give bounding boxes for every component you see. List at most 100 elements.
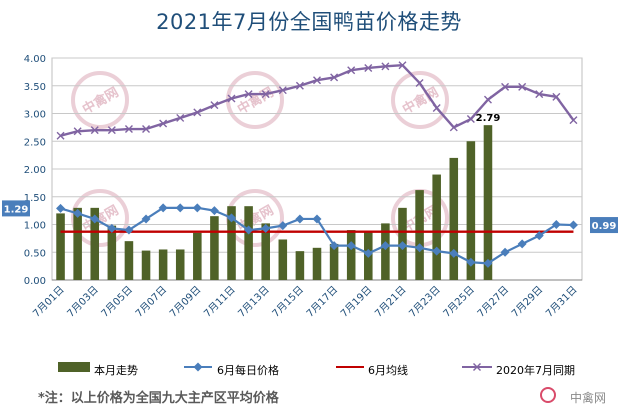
series-point-x [432, 103, 441, 112]
bar [141, 250, 151, 280]
series-point-diamond [175, 203, 185, 213]
bar [346, 230, 356, 280]
y-tick-label: 4.00 [24, 54, 46, 65]
series-point-x [210, 101, 219, 110]
series-point-x [56, 131, 65, 140]
series-point-x [124, 125, 133, 134]
y-tick-label: 0.50 [24, 248, 46, 259]
series-point-x-stroke [415, 78, 424, 87]
series-point-diamond [312, 214, 322, 224]
series-point-x [313, 76, 321, 85]
legend-label: 6月均线 [368, 364, 408, 377]
bar [124, 241, 134, 280]
bar [193, 232, 202, 280]
watermark-logo-text: 中禽网 [235, 84, 277, 117]
series-point-x [449, 123, 458, 132]
series-point-x [466, 115, 475, 124]
watermark-logo [391, 71, 449, 129]
series-point-x-stroke [90, 126, 99, 135]
series-point-diamond [141, 214, 151, 224]
annotation-box [590, 217, 618, 234]
bar [107, 225, 117, 280]
series-point-diamond [517, 239, 527, 249]
bar [295, 251, 305, 280]
x-tick-label: 7月11日 [202, 284, 238, 320]
series-point-diamond [483, 258, 493, 268]
series-point-x-stroke [313, 76, 321, 85]
x-tick-label: 7月25日 [441, 284, 477, 320]
series-point-diamond [192, 203, 202, 213]
x-tick-label: 7月17日 [304, 284, 340, 320]
series-point-diamond [124, 225, 134, 235]
annotation-label: 2.79 [476, 113, 501, 124]
series-point-x-stroke [193, 108, 202, 117]
bar [278, 239, 288, 280]
bar [90, 207, 100, 280]
watermark-logo-text: 中禽网 [80, 84, 122, 117]
series-point-x [381, 62, 390, 71]
legend-item-june-average: 6月均线 [368, 362, 408, 378]
x-tick-label: 7月05日 [99, 284, 135, 320]
bar [210, 216, 219, 280]
series-point-x [501, 82, 510, 91]
series-point-x-stroke [449, 123, 458, 132]
series-point-x [364, 63, 373, 72]
series-point-x [295, 81, 304, 90]
series-point-diamond [295, 214, 305, 224]
series-point-x-stroke [569, 116, 578, 125]
series-point-x [483, 95, 492, 104]
footnote: *注：以上价格为全国九大主产区平均价格 [38, 391, 279, 406]
bar [415, 190, 424, 280]
legend-label: 6月每日价格 [217, 364, 279, 377]
series-point-x [176, 113, 185, 122]
y-tick-label: 3.00 [24, 110, 46, 121]
series-point-x-stroke [535, 90, 544, 99]
series-point-x [569, 116, 578, 125]
chart-title: 2021年7月份全国鸭苗价格走势 [156, 10, 462, 34]
series-point-diamond [415, 243, 425, 253]
series-point-x-stroke [552, 92, 561, 101]
series-point-diamond [261, 223, 271, 233]
series-point-x-stroke [432, 103, 441, 112]
bar [466, 141, 476, 280]
series-point-x [159, 119, 168, 128]
watermark-logo [71, 71, 129, 129]
series-point-diamond [534, 231, 544, 241]
bar [432, 174, 441, 280]
series-point-x-stroke [73, 127, 82, 136]
series-point-x-stroke [483, 95, 492, 104]
y-tick-label: 0.00 [24, 276, 46, 287]
series-point-x [330, 73, 339, 82]
x-tick-label: 7月07日 [133, 284, 169, 320]
series-point-x [227, 94, 236, 103]
series-line [60, 64, 575, 137]
x-tick-label: 7月01日 [31, 284, 67, 320]
y-tick-label: 1.50 [24, 193, 46, 204]
bar [227, 206, 236, 280]
series-point-diamond [380, 241, 390, 251]
series-point-diamond [432, 246, 442, 256]
annotation-label: 0.99 [592, 221, 617, 232]
source-logo: 中禽网 [569, 391, 606, 405]
series-point-x-stroke [398, 61, 407, 70]
y-tick-label: 1.00 [24, 221, 46, 232]
series-point-diamond [278, 221, 288, 231]
series-point-x-stroke [261, 90, 270, 99]
series-point-diamond [90, 214, 100, 224]
series-point-x-stroke [381, 62, 390, 71]
series-point-x [278, 86, 287, 95]
legend-key-bar [58, 362, 90, 372]
series-point-x [535, 90, 544, 99]
annotation-label: 1.29 [4, 204, 29, 215]
series-point-diamond [227, 213, 237, 223]
x-tick-label: 7月27日 [475, 284, 511, 320]
series-point-diamond [158, 203, 168, 213]
series-point-x [415, 78, 424, 87]
series-point-x [398, 61, 407, 70]
bar [56, 213, 65, 280]
series-point-diamond [397, 241, 407, 251]
source-logo-icon [540, 387, 556, 403]
series-point-diamond [363, 248, 373, 258]
series-point-x [90, 126, 99, 135]
